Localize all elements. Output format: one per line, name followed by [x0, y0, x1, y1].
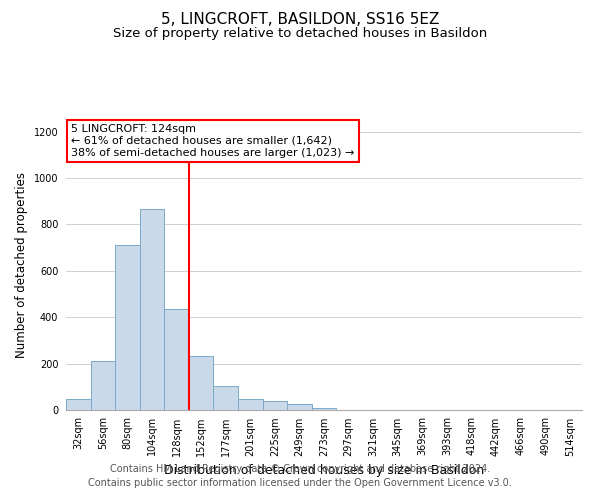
Bar [91, 362, 115, 410]
Text: 5, LINGCROFT, BASILDON, SS16 5EZ: 5, LINGCROFT, BASILDON, SS16 5EZ [161, 12, 439, 28]
Bar [140, 208, 164, 410]
Text: Size of property relative to detached houses in Basildon: Size of property relative to detached ho… [113, 28, 487, 40]
Text: 5 LINGCROFT: 124sqm
← 61% of detached houses are smaller (1,642)
38% of semi-det: 5 LINGCROFT: 124sqm ← 61% of detached ho… [71, 124, 355, 158]
Bar [115, 246, 140, 410]
Bar [287, 404, 312, 410]
Bar [263, 401, 287, 410]
Bar [312, 408, 336, 410]
Bar [214, 386, 238, 410]
Bar [66, 399, 91, 410]
Bar [164, 308, 189, 410]
X-axis label: Distribution of detached houses by size in Basildon: Distribution of detached houses by size … [164, 464, 484, 477]
Text: Contains HM Land Registry data © Crown copyright and database right 2024.
Contai: Contains HM Land Registry data © Crown c… [88, 464, 512, 487]
Bar [238, 399, 263, 410]
Bar [189, 356, 214, 410]
Y-axis label: Number of detached properties: Number of detached properties [15, 172, 28, 358]
